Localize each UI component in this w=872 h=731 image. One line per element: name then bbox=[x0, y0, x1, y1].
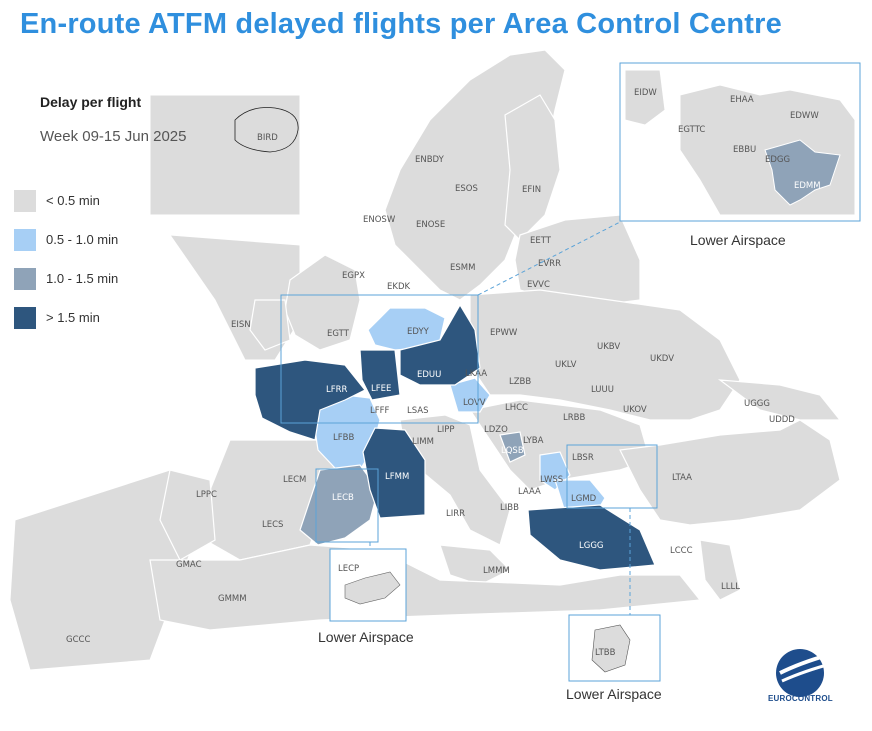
legend-swatch-gt-1-5 bbox=[14, 307, 36, 329]
inset-label-ebbu: EBBU bbox=[733, 145, 756, 155]
eurocontrol-logo-text: EUROCONTROL bbox=[768, 694, 833, 703]
acc-label-gmac: GMAC bbox=[176, 560, 202, 570]
acc-labels: BIRD EISN EGPX EGTT ENOSW ENBDY ESOS EFI… bbox=[66, 133, 795, 645]
acc-label-libb: LIBB bbox=[500, 503, 519, 513]
acc-label-lwss: LWSS bbox=[540, 475, 563, 485]
inset-label-eidw: EIDW bbox=[634, 88, 657, 98]
acc-label-lrbb: LRBB bbox=[563, 413, 585, 423]
inset-label-lecp: LECP bbox=[338, 564, 359, 574]
acc-label-gmmm: GMMM bbox=[218, 594, 247, 604]
acc-label-ukbv: UKBV bbox=[597, 342, 620, 352]
legend-title: Delay per flight bbox=[40, 94, 142, 110]
inset-label-edmm: EDMM bbox=[794, 181, 821, 191]
legend-label: < 0.5 min bbox=[46, 193, 100, 208]
inset-label-edgg: EDGG bbox=[765, 155, 790, 165]
legend-period: Week 09-15 Jun 2025 bbox=[40, 128, 187, 145]
germany-inset-caption: Lower Airspace bbox=[690, 232, 786, 248]
acc-label-uddd: UDDD bbox=[769, 415, 795, 425]
turkey-inset-caption: Lower Airspace bbox=[566, 686, 662, 702]
acc-label-lfmm: LFMM bbox=[385, 472, 409, 482]
acc-label-eisn: EISN bbox=[231, 320, 251, 330]
land-acc-grey bbox=[149, 49, 842, 631]
acc-label-lppc: LPPC bbox=[196, 490, 217, 500]
acc-label-lgmd: LGMD bbox=[571, 494, 597, 504]
acc-label-uklv: UKLV bbox=[555, 360, 577, 370]
acc-label-enos: ENOSW bbox=[363, 215, 396, 225]
acc-label-evvc: EVVC bbox=[527, 280, 550, 290]
acc-label-lzbb: LZBB bbox=[509, 377, 531, 387]
acc-label-edyy: EDYY bbox=[407, 327, 430, 337]
acc-label-gccc: GCCC bbox=[66, 635, 90, 645]
legend-label: 0.5 - 1.0 min bbox=[46, 232, 119, 247]
germany-inset: EIDW EHAA EGTTC EDWW EBBU EDGG EDMM bbox=[619, 62, 861, 222]
acc-label-efin: EFIN bbox=[522, 185, 541, 195]
legend-swatch-0-5-1-0 bbox=[14, 229, 36, 251]
acc-label-egpx: EGPX bbox=[342, 271, 365, 281]
inset-label-edww: EDWW bbox=[790, 111, 819, 121]
inset-label-egttc: EGTTC bbox=[678, 125, 705, 135]
acc-mid-blue bbox=[299, 431, 526, 546]
spain-inset: LECP bbox=[329, 548, 407, 622]
acc-label-lfrr: LFRR bbox=[326, 385, 348, 395]
acc-label-lfff: LFFF bbox=[370, 406, 390, 416]
acc-label-egtt: EGTT bbox=[327, 329, 350, 339]
acc-label-lbsr: LBSR bbox=[572, 453, 594, 463]
acc-label-enose: ENOSE bbox=[416, 220, 445, 230]
inset-label-ltbb: LTBB bbox=[595, 648, 616, 658]
acc-label-lipp: LIPP bbox=[437, 425, 455, 435]
spain-inset-caption: Lower Airspace bbox=[318, 629, 414, 645]
acc-label-evrr: EVRR bbox=[538, 259, 561, 269]
acc-label-lggg: LGGG bbox=[579, 541, 604, 551]
legend-label: > 1.5 min bbox=[46, 310, 100, 325]
legend-label: 1.0 - 1.5 min bbox=[46, 271, 119, 286]
acc-label-esos: ESOS bbox=[455, 184, 478, 194]
acc-label-epww: EPWW bbox=[490, 328, 518, 338]
acc-label-ekdk: EKDK bbox=[387, 282, 410, 292]
acc-label-lhcc: LHCC bbox=[505, 403, 528, 413]
acc-label-luuu: LUUU bbox=[591, 385, 614, 395]
acc-label-ukov: UKOV bbox=[623, 405, 647, 415]
acc-label-lecb: LECB bbox=[332, 493, 354, 503]
iceland-landmass bbox=[234, 107, 299, 153]
legend-swatch-1-0-1-5 bbox=[14, 268, 36, 290]
acc-label-limm: LIMM bbox=[412, 437, 434, 447]
acc-label-lmmm: LMMM bbox=[483, 566, 510, 576]
turkey-inset: LTBB bbox=[568, 614, 661, 682]
acc-label-bird: BIRD bbox=[257, 133, 278, 143]
acc-label-lecs: LECS bbox=[262, 520, 283, 530]
acc-label-ukdv: UKDV bbox=[650, 354, 674, 364]
acc-label-lccc: LCCC bbox=[670, 546, 693, 556]
acc-label-lfbb: LFBB bbox=[333, 433, 354, 443]
acc-label-ltaa: LTAA bbox=[672, 473, 692, 483]
acc-label-lfee: LFEE bbox=[371, 384, 391, 394]
acc-label-laaa: LAAA bbox=[518, 487, 541, 497]
inset-frames bbox=[280, 221, 658, 615]
acc-label-ldzo: LDZO bbox=[484, 425, 508, 435]
eurocontrol-logo-icon bbox=[776, 649, 835, 697]
inset-label-ehaa: EHAA bbox=[730, 95, 754, 105]
acc-label-lovv: LOVV bbox=[463, 398, 486, 408]
acc-label-esmm: ESMM bbox=[450, 263, 475, 273]
acc-label-lecm: LECM bbox=[283, 475, 306, 485]
acc-label-lyba: LYBA bbox=[523, 436, 544, 446]
acc-label-lirr: LIRR bbox=[446, 509, 465, 519]
acc-label-eduu: EDUU bbox=[417, 370, 441, 380]
acc-label-lqsb: LQSB bbox=[501, 446, 524, 456]
map-title: En-route ATFM delayed flights per Area C… bbox=[20, 8, 782, 40]
acc-label-eett: EETT bbox=[530, 236, 552, 246]
acc-label-uggg: UGGG bbox=[744, 399, 770, 409]
acc-label-lsas: LSAS bbox=[407, 406, 429, 416]
acc-label-llll: LLLL bbox=[721, 582, 740, 592]
acc-label-lkaa: LKAA bbox=[465, 369, 487, 379]
legend-swatch-lt-0-5 bbox=[14, 190, 36, 212]
acc-label-enbd: ENBDY bbox=[415, 155, 445, 165]
